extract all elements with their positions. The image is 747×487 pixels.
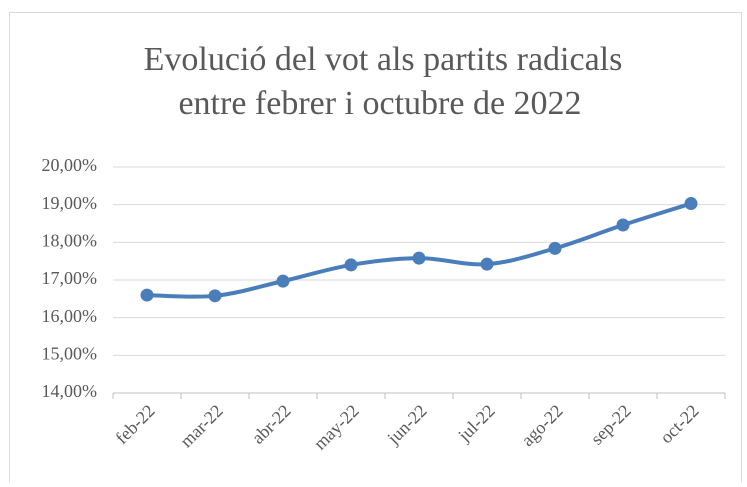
marker — [344, 258, 358, 272]
y-tick-label: 15,00% — [42, 343, 98, 363]
y-tick-label: 14,00% — [42, 381, 98, 401]
marker — [412, 251, 426, 265]
marker — [480, 257, 494, 271]
chart-title: Evolució del vot als partits radicals — [144, 41, 623, 78]
y-tick-label: 17,00% — [42, 268, 98, 288]
marker — [140, 288, 154, 302]
marker — [616, 218, 630, 232]
marker — [684, 197, 698, 211]
y-tick-label: 16,00% — [42, 306, 98, 326]
marker — [548, 241, 562, 255]
y-tick-label: 18,00% — [42, 230, 98, 250]
chart-title: entre febrer i octubre de 2022 — [178, 85, 581, 122]
chart-frame — [9, 12, 742, 487]
y-tick-label: 19,00% — [42, 193, 98, 213]
y-tick-label: 20,00% — [42, 155, 98, 175]
marker — [208, 289, 222, 303]
marker — [276, 274, 290, 288]
